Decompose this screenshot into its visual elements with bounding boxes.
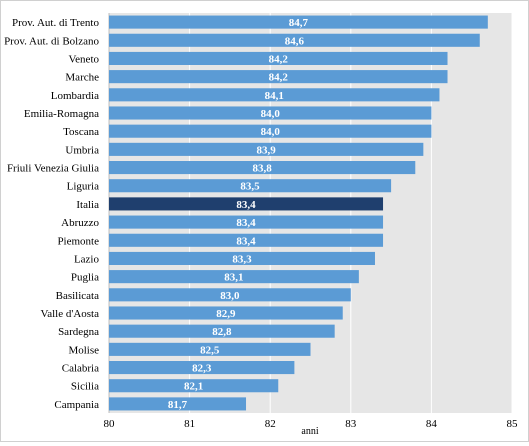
category-label: Marche	[65, 72, 99, 84]
bar	[109, 179, 392, 193]
bar	[109, 161, 416, 175]
bar	[109, 88, 440, 102]
x-tick-label: 80	[104, 418, 116, 430]
bar-value-label: 83,0	[220, 290, 240, 302]
bar-value-label: 84,6	[285, 35, 305, 47]
bar-value-label: 83,4	[236, 235, 256, 247]
bar	[109, 70, 448, 84]
category-label: Abruzzo	[61, 217, 99, 229]
category-label: Toscana	[63, 126, 99, 138]
category-label: Sicilia	[71, 381, 99, 393]
x-tick-label: 84	[426, 418, 438, 430]
category-label: Emilia-Romagna	[24, 108, 99, 120]
bar	[109, 361, 295, 375]
bar-value-label: 82,8	[212, 326, 232, 338]
bar	[109, 251, 375, 265]
bars: 84,7 84,6 84,2 84,2 84,1 84,0 84,0 83,9 83,8 83,5…	[109, 15, 488, 411]
bar-value-label: 84,2	[269, 53, 289, 65]
bar-value-label: 84,2	[269, 72, 289, 84]
bar	[109, 215, 384, 229]
bar	[109, 342, 311, 356]
bar-value-label: 82,5	[200, 344, 220, 356]
category-label: Umbria	[65, 144, 99, 156]
x-tick-label: 83	[345, 418, 357, 430]
category-label: Lazio	[74, 253, 100, 265]
x-tick-labels: 80 81 82 83 84 85	[104, 418, 519, 430]
bar-value-label: 82,9	[216, 308, 236, 320]
bar	[109, 142, 424, 156]
category-label: Lombardia	[51, 90, 99, 102]
bar	[109, 324, 335, 338]
bar	[109, 397, 247, 411]
bar-value-label: 83,5	[240, 181, 260, 193]
bar-value-label: 83,4	[236, 199, 256, 211]
category-label: Valle d'Aosta	[41, 308, 100, 320]
bar-value-label: 83,9	[257, 144, 277, 156]
category-label: Piemonte	[57, 235, 99, 247]
category-label: Italia	[76, 199, 99, 211]
x-axis-title: anni	[301, 426, 318, 437]
bar-value-label: 81,7	[168, 399, 188, 411]
bar	[109, 288, 351, 302]
x-tick-label: 82	[265, 418, 276, 430]
bar-value-label: 82,3	[192, 363, 212, 375]
category-label: Calabria	[62, 363, 99, 375]
bar	[109, 124, 432, 138]
bar	[109, 270, 359, 284]
bar	[109, 197, 384, 211]
category-label: Friuli Venezia Giulia	[7, 163, 99, 175]
category-label: Sardegna	[58, 326, 99, 338]
bar-value-label: 83,8	[253, 163, 273, 175]
category-label: Prov. Aut. di Trento	[12, 17, 100, 29]
bar-value-label: 84,0	[261, 108, 281, 120]
bar-value-label: 84,0	[261, 126, 281, 138]
x-tick-label: 81	[184, 418, 195, 430]
category-label: Veneto	[68, 53, 99, 65]
bar-value-label: 84,1	[265, 90, 284, 102]
category-labels: Prov. Aut. di Trento Prov. Aut. di Bolzan…	[4, 17, 99, 411]
category-label: Campania	[54, 399, 99, 411]
category-label: Puglia	[71, 272, 99, 284]
bar	[109, 306, 343, 320]
bar-value-label: 83,3	[232, 253, 252, 265]
bar	[109, 233, 384, 247]
bar-value-label: 83,4	[236, 217, 256, 229]
bar-value-label: 82,1	[184, 381, 203, 393]
category-label: Molise	[68, 344, 99, 356]
category-label: Prov. Aut. di Bolzano	[4, 35, 99, 47]
x-tick-label: 85	[507, 418, 519, 430]
bar	[109, 51, 448, 65]
bar	[109, 106, 432, 120]
bar-value-label: 83,1	[224, 272, 243, 284]
category-label: Liguria	[67, 181, 99, 193]
bar	[109, 33, 480, 47]
bar	[109, 15, 488, 29]
bar	[109, 379, 279, 393]
bar-value-label: 84,7	[289, 17, 309, 29]
category-label: Basilicata	[56, 290, 99, 302]
